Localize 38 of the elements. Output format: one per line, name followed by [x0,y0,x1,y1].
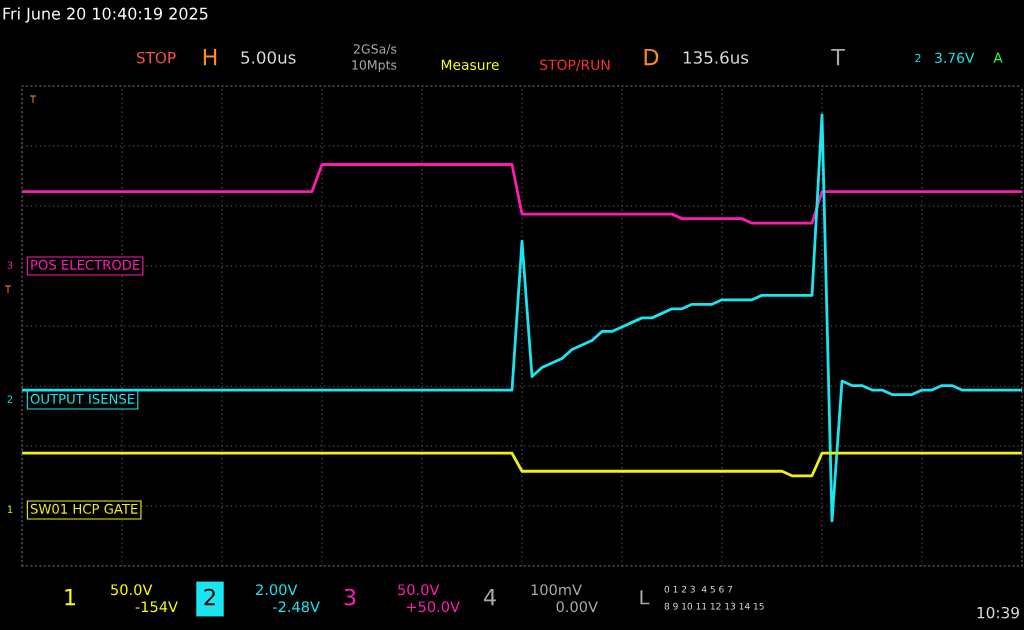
text: +50.0V [406,601,460,613]
text: 2 [204,588,215,606]
text: 100mV [531,584,582,596]
text: Measure [441,59,499,71]
text: 8 9 10 11 12 13 14 15 [664,602,764,610]
text: STOP [136,51,176,64]
text: 2 [915,53,921,63]
text: 10:39 [977,606,1019,619]
text: 0.00V [556,601,598,613]
text: L [640,590,650,605]
text: STOP/RUN [540,59,610,72]
text: A [993,52,1003,63]
text: H [203,48,217,66]
text: 2 [7,395,13,403]
text: T [5,285,11,293]
text: 1 [65,588,76,606]
text: SW01 HCP GATE [30,503,138,514]
text: 135.6us [683,51,749,64]
text: 0 1 2 3 4 5 6 7 [664,585,733,593]
text: 3 [344,588,356,606]
text: 10Mpts [352,60,397,73]
text: D [644,48,659,66]
text: 3 [7,261,13,269]
chart-title: Fri June 20 10:40:19 2025 [3,7,208,23]
text: -154V [135,601,178,613]
text: 2GSa/s [353,44,397,55]
text: 3.76V [935,52,975,64]
text: 50.0V [398,584,440,596]
text: T [30,95,36,103]
text: T [831,48,845,66]
text: 50.0V [111,584,153,596]
text: 1 [7,505,13,513]
text: POS ELECTRODE [31,259,140,270]
series-label: OUTPUT ISENSE [30,393,135,404]
text: 4 [484,588,496,606]
text: 5.00us [241,51,296,64]
text: -2.48V [273,601,320,613]
text: 2.00V [256,584,298,596]
